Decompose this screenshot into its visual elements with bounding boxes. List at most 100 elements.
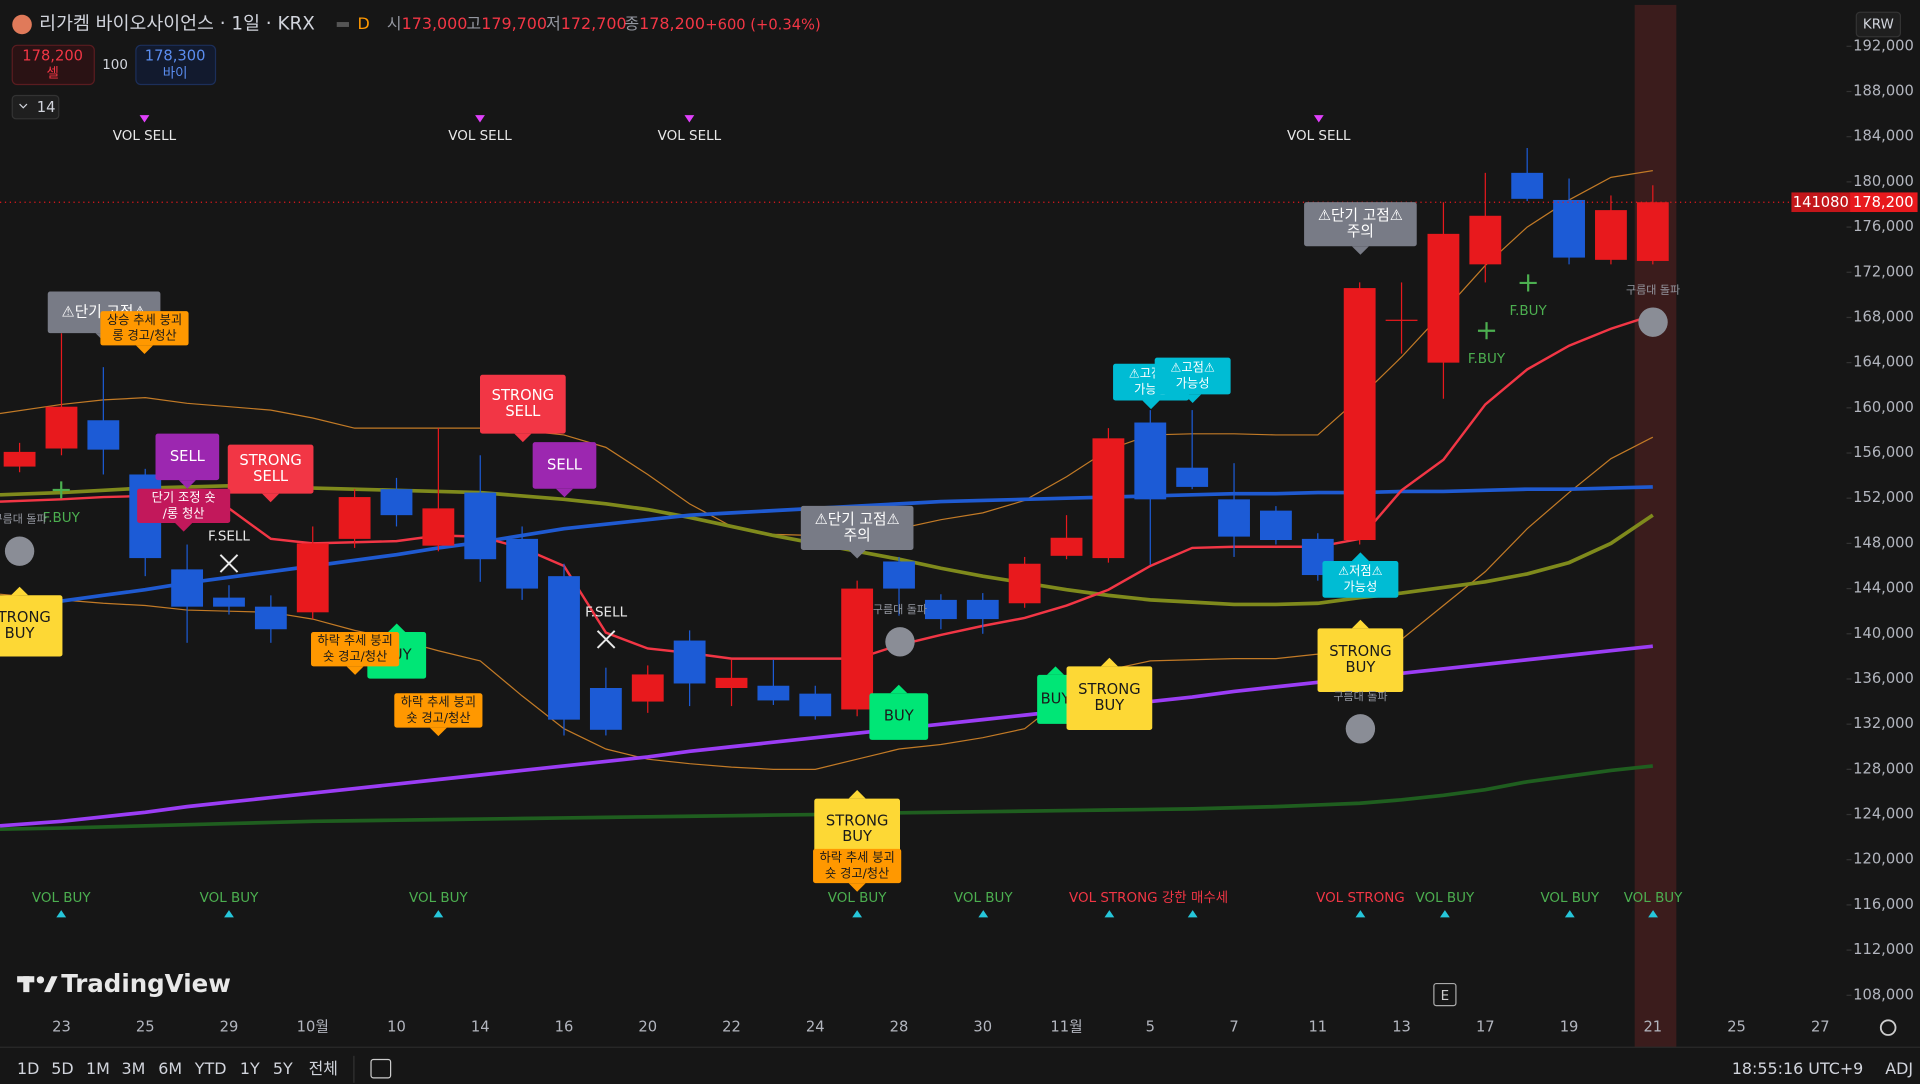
- label-pointer: [1100, 657, 1118, 667]
- x-tick-label: 22: [722, 1019, 741, 1036]
- sell-button[interactable]: [11, 44, 95, 86]
- x-tick-label: 21: [1643, 1019, 1662, 1036]
- tv-logo-mark: [36, 976, 45, 984]
- annotation-text: SELL: [253, 468, 289, 485]
- x-tick-label: 10: [387, 1019, 406, 1036]
- range-button[interactable]: 1M: [86, 1059, 110, 1078]
- x-tick-label: 13: [1392, 1019, 1411, 1036]
- signal-label: [1317, 628, 1404, 693]
- signal-label: [480, 374, 566, 434]
- x-tick-label: 5: [1146, 1019, 1155, 1036]
- buy-label: 바이: [163, 65, 188, 81]
- ohlc-value: 173,000: [402, 14, 468, 33]
- event-button[interactable]: [1433, 982, 1457, 1007]
- candle-body: [45, 406, 78, 449]
- event-label: E: [1441, 988, 1450, 1004]
- range-button[interactable]: 1D: [17, 1059, 39, 1078]
- candle-body: [924, 599, 957, 620]
- ohlc-value: 178,200: [639, 14, 705, 33]
- range-button[interactable]: 전체: [309, 1059, 338, 1078]
- plot: 108,000 112,000 116,000 120,000 124,000 128,0…: [0, 37, 1918, 1036]
- y-tick-label: 164,000: [1853, 354, 1914, 371]
- candle-body: [1553, 199, 1585, 258]
- label-pointer: [135, 345, 154, 354]
- highlight-column: [1634, 4, 1677, 1048]
- annotation-text: 구름대 돌파: [873, 603, 927, 616]
- range-button[interactable]: 1Y: [240, 1059, 260, 1078]
- annotation-text: 하락 추세 붕괴: [317, 634, 392, 648]
- label-pointer: [178, 480, 196, 489]
- range-button[interactable]: 5D: [51, 1059, 73, 1078]
- price-tag: [1848, 192, 1918, 213]
- buy-price: 178,300: [145, 47, 206, 64]
- candle-body: [1050, 537, 1083, 556]
- x-tick-label: 20: [638, 1019, 657, 1036]
- adj-button[interactable]: ADJ: [1885, 1059, 1913, 1078]
- candle-body: [1636, 202, 1669, 261]
- y-tick-label: 120,000: [1853, 851, 1914, 868]
- indicator-count: 14: [37, 99, 56, 116]
- signal-marker: [56, 910, 67, 918]
- signal-marker: [224, 910, 234, 918]
- candle-body: [171, 569, 204, 607]
- annotation-text: SELL: [547, 456, 583, 473]
- candle-body: [1176, 467, 1209, 487]
- x-tick-label: 14: [471, 1019, 490, 1036]
- x-tick-label: 30: [973, 1019, 992, 1036]
- x-tick-label: 28: [890, 1019, 909, 1036]
- buy-button[interactable]: [135, 44, 217, 86]
- annotation-text: BUY: [842, 828, 872, 845]
- signal-label: [227, 444, 314, 494]
- x-tick-label: 11: [1308, 1019, 1327, 1036]
- signal-marker: [1104, 910, 1115, 918]
- candle-body: [380, 489, 413, 516]
- range-button[interactable]: YTD: [194, 1059, 227, 1078]
- candle-body: [1218, 499, 1250, 537]
- candle-body: [464, 492, 497, 560]
- signal-label: [311, 632, 400, 667]
- annotation-text: 주의: [844, 527, 871, 544]
- annotation-text: VOL BUY: [954, 890, 1013, 906]
- candle-body: [3, 451, 36, 467]
- annotation-text: VOL BUY: [1540, 890, 1599, 906]
- range-button[interactable]: 5Y: [273, 1059, 293, 1078]
- y-tick-label: 140,000: [1853, 625, 1914, 642]
- candle-body: [338, 497, 371, 539]
- candle-body: [841, 588, 874, 710]
- y-tick-label: 128,000: [1853, 760, 1914, 777]
- signal-label: [155, 433, 220, 481]
- annotation-text: 하락 추세 붕괴: [401, 695, 476, 709]
- indicator-toggle[interactable]: [11, 94, 60, 120]
- signal-label: [532, 442, 597, 489]
- tv-logo-mark: [44, 976, 58, 993]
- candle-body: [631, 674, 664, 702]
- signal-marker: [978, 910, 989, 918]
- date-range-icon[interactable]: [370, 1058, 392, 1079]
- y-tick-label: 148,000: [1853, 534, 1914, 551]
- currency-button[interactable]: [1855, 11, 1902, 38]
- ohlc-value: 172,700: [561, 14, 627, 33]
- range-button[interactable]: 3M: [122, 1059, 146, 1078]
- range-bar: 1D 5D 1M 3M 6M YTD 1Y 5Y 전체: [17, 1059, 338, 1078]
- label-pointer: [890, 684, 908, 694]
- y-tick-label: 116,000: [1853, 896, 1914, 913]
- annotation-text: VOL SELL: [113, 128, 177, 144]
- x-tick-label: 23: [52, 1019, 71, 1036]
- candle-body: [966, 599, 999, 620]
- annotation-text: BUY: [1094, 697, 1124, 714]
- annotation-text: SELL: [170, 448, 206, 465]
- candle-body: [673, 640, 706, 684]
- y-tick-label: 136,000: [1853, 670, 1914, 687]
- signal-label: [100, 311, 189, 346]
- indicator-line: [0, 314, 1654, 660]
- settings-icon[interactable]: [1879, 1019, 1897, 1036]
- y-tick-label: 192,000: [1853, 37, 1914, 54]
- interval[interactable]: D: [358, 14, 370, 33]
- annotation-text: BUY: [884, 708, 914, 725]
- annotation-text: SELL: [505, 403, 541, 420]
- y-tick-label: 172,000: [1853, 263, 1914, 280]
- x-tick-label: 25: [1727, 1019, 1746, 1036]
- label-pointer: [555, 488, 574, 498]
- range-button[interactable]: 6M: [158, 1059, 182, 1078]
